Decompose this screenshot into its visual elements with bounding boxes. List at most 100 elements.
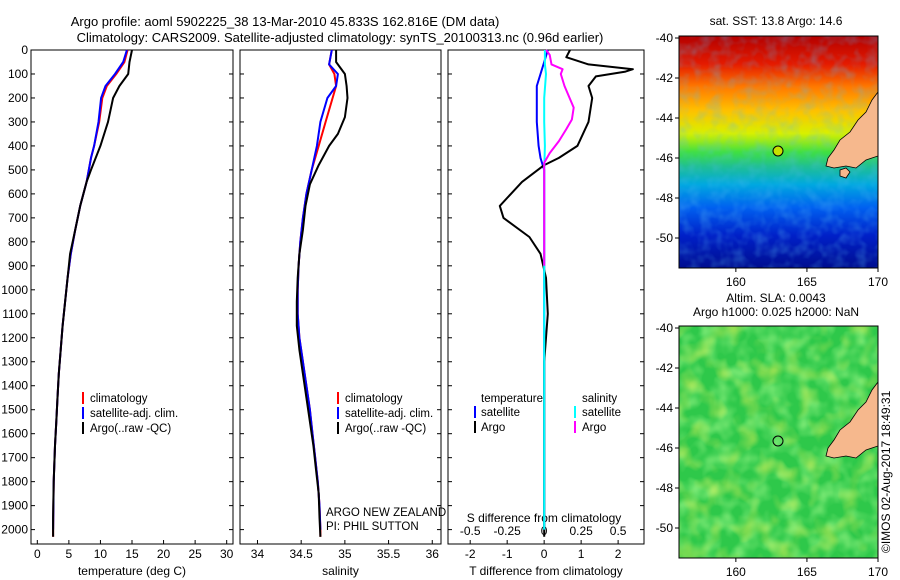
legend-label-argo: Argo(..raw -QC): [90, 423, 171, 435]
x-tick-label: 1: [578, 547, 585, 561]
depth-tick-label: 1100: [2, 307, 28, 321]
lon-tick-label: 170: [868, 275, 888, 289]
depth-tick-label: 1900: [1, 499, 28, 513]
depth-tick-label: 200: [8, 91, 28, 105]
depth-tick-label: 400: [8, 139, 28, 153]
sst-map-title: sat. SST: 13.8 Argo: 14.6: [710, 14, 843, 28]
temperature-legend: climatology satellite-adj. clim. Argo(..…: [82, 392, 178, 435]
lat-tick-label: -42: [656, 361, 674, 375]
x-tick-label: -1: [502, 547, 513, 561]
lat-tick-label: -50: [656, 521, 674, 535]
lat-tick-label: -40: [656, 31, 674, 45]
sst-map-axes: -40 -42 -44 -46 -48 -50 160 165 170: [656, 31, 889, 289]
depth-tick-label: 500: [8, 163, 28, 177]
lon-tick-label: 165: [797, 275, 817, 289]
s-diff-tick-label: -0.5: [460, 524, 481, 538]
sla-map-frame: [678, 325, 879, 559]
depth-tick-label: 700: [8, 211, 28, 225]
legend-header-salinity: salinity: [582, 393, 617, 405]
lat-tick-label: -48: [656, 481, 674, 495]
depth-tick-label: 1500: [1, 403, 28, 417]
legend-label-temp-argo: Argo: [481, 422, 505, 434]
lat-tick-label: -48: [656, 191, 674, 205]
sst-map-frame: [678, 35, 879, 269]
main-title-line-1: Argo profile: aoml 5902225_38 13-Mar-201…: [71, 14, 500, 29]
imos-credit: ©IMOS 02-Aug-2017 18:49:31: [879, 390, 893, 553]
x-tick-label: 30: [220, 547, 234, 561]
series-line-salinity-argo: [543, 49, 575, 266]
sla-map: Altim. SLA: 0.0043 Argo h1000: 0.025 h20…: [656, 291, 889, 579]
lat-tick-label: -44: [656, 401, 674, 415]
series-line-temperature-argo: [498, 49, 634, 537]
legend-header-temperature: temperature: [481, 393, 543, 405]
float-pi-line: PI: PHIL SUTTON: [326, 521, 419, 533]
x-axis-label: salinity: [322, 564, 359, 578]
salinity-legend: climatology satellite-adj. clim. Argo(..…: [337, 392, 433, 435]
depth-tick-label: 1700: [1, 451, 28, 465]
salinity-profile-panel: 34 34.5 35 35.5 36 salinity: [239, 49, 442, 578]
depth-tick-label: 1800: [1, 475, 28, 489]
legend-label-temp-satellite: satellite: [481, 407, 520, 419]
coastline-land: [825, 380, 879, 459]
depth-tick-label: 300: [8, 115, 28, 129]
sla-map-title-2: Argo h1000: 0.025 h2000: NaN: [693, 305, 859, 319]
plot-frame: [239, 49, 442, 545]
depth-tick-label: 1200: [1, 331, 28, 345]
x-tick-label: -2: [465, 547, 476, 561]
depth-tick-label: 600: [8, 187, 28, 201]
x-tick-label: 2: [615, 547, 622, 561]
depth-tick-label: 800: [8, 235, 28, 249]
float-owner-line: ARGO NEW ZEALAND: [326, 507, 446, 519]
plot-frame: [30, 49, 234, 545]
sla-map-title-1: Altim. SLA: 0.0043: [726, 291, 826, 305]
lat-tick-label: -42: [656, 71, 674, 85]
lon-tick-label: 160: [726, 565, 746, 579]
x-tick-label: 25: [188, 547, 202, 561]
temperature-profile-panel: 0100200300400500600700800900100011001200…: [1, 43, 233, 578]
x-tick-label: 0: [34, 547, 41, 561]
lat-tick-label: -46: [656, 151, 674, 165]
difference-profile-panel: -2 -1 0 1 2 T difference from climatology -0.5…: [447, 49, 645, 578]
depth-tick-label: 100: [8, 67, 28, 81]
series-line-argo-raw-qc-: [295, 50, 349, 537]
legend-label-sal-argo: Argo: [582, 422, 606, 434]
s-diff-tick-label: 0.5: [610, 524, 627, 538]
x-tick-label: 10: [94, 547, 108, 561]
x-tick-label: 36: [426, 547, 440, 561]
x-tick-label: 34: [251, 547, 265, 561]
depth-tick-label: 900: [8, 259, 28, 273]
coastline-land: [825, 90, 879, 169]
legend-label-climatology: climatology: [90, 393, 148, 405]
lat-tick-label: -44: [656, 111, 674, 125]
depth-tick-label: 1600: [1, 427, 28, 441]
sla-map-axes: -40 -42 -44 -46 -48 -50 160 165 170: [656, 321, 889, 579]
x-tick-label: 35: [338, 547, 352, 561]
main-title-line-2: Climatology: CARS2009. Satellite-adjuste…: [77, 30, 604, 45]
x-axis-label: T difference from climatology: [469, 564, 623, 578]
x-axis-label: temperature (deg C): [78, 564, 186, 578]
depth-tick-label: 1300: [1, 355, 28, 369]
legend-label-argo: Argo(..raw -QC): [345, 423, 426, 435]
series-line-argo-raw-qc-: [52, 49, 133, 537]
lat-tick-label: -50: [656, 231, 674, 245]
depth-tick-label: 1000: [1, 283, 28, 297]
argo-float-marker: [772, 435, 784, 447]
depth-tick-label: 0: [21, 43, 28, 57]
depth-tick-label: 1400: [1, 379, 28, 393]
legend-label-climatology: climatology: [345, 393, 403, 405]
depth-tick-label: 2000: [1, 523, 28, 537]
x-tick-label: 5: [66, 547, 73, 561]
x-tick-label: 34.5: [289, 547, 313, 561]
lon-tick-label: 160: [726, 275, 746, 289]
x-tick-label: 0: [541, 547, 548, 561]
difference-legend: temperature satellite Argo salinity sate…: [474, 393, 621, 434]
s-diff-tick-label: 0.25: [569, 524, 593, 538]
legend-label-sal-satellite: satellite: [582, 407, 621, 419]
x-tick-label: 20: [157, 547, 171, 561]
argo-float-marker: [772, 145, 784, 157]
lon-tick-label: 165: [797, 565, 817, 579]
series-line-salinity-satellite: [543, 50, 547, 530]
legend-label-satellite: satellite-adj. clim.: [345, 408, 433, 420]
stewart-island: [839, 167, 851, 179]
